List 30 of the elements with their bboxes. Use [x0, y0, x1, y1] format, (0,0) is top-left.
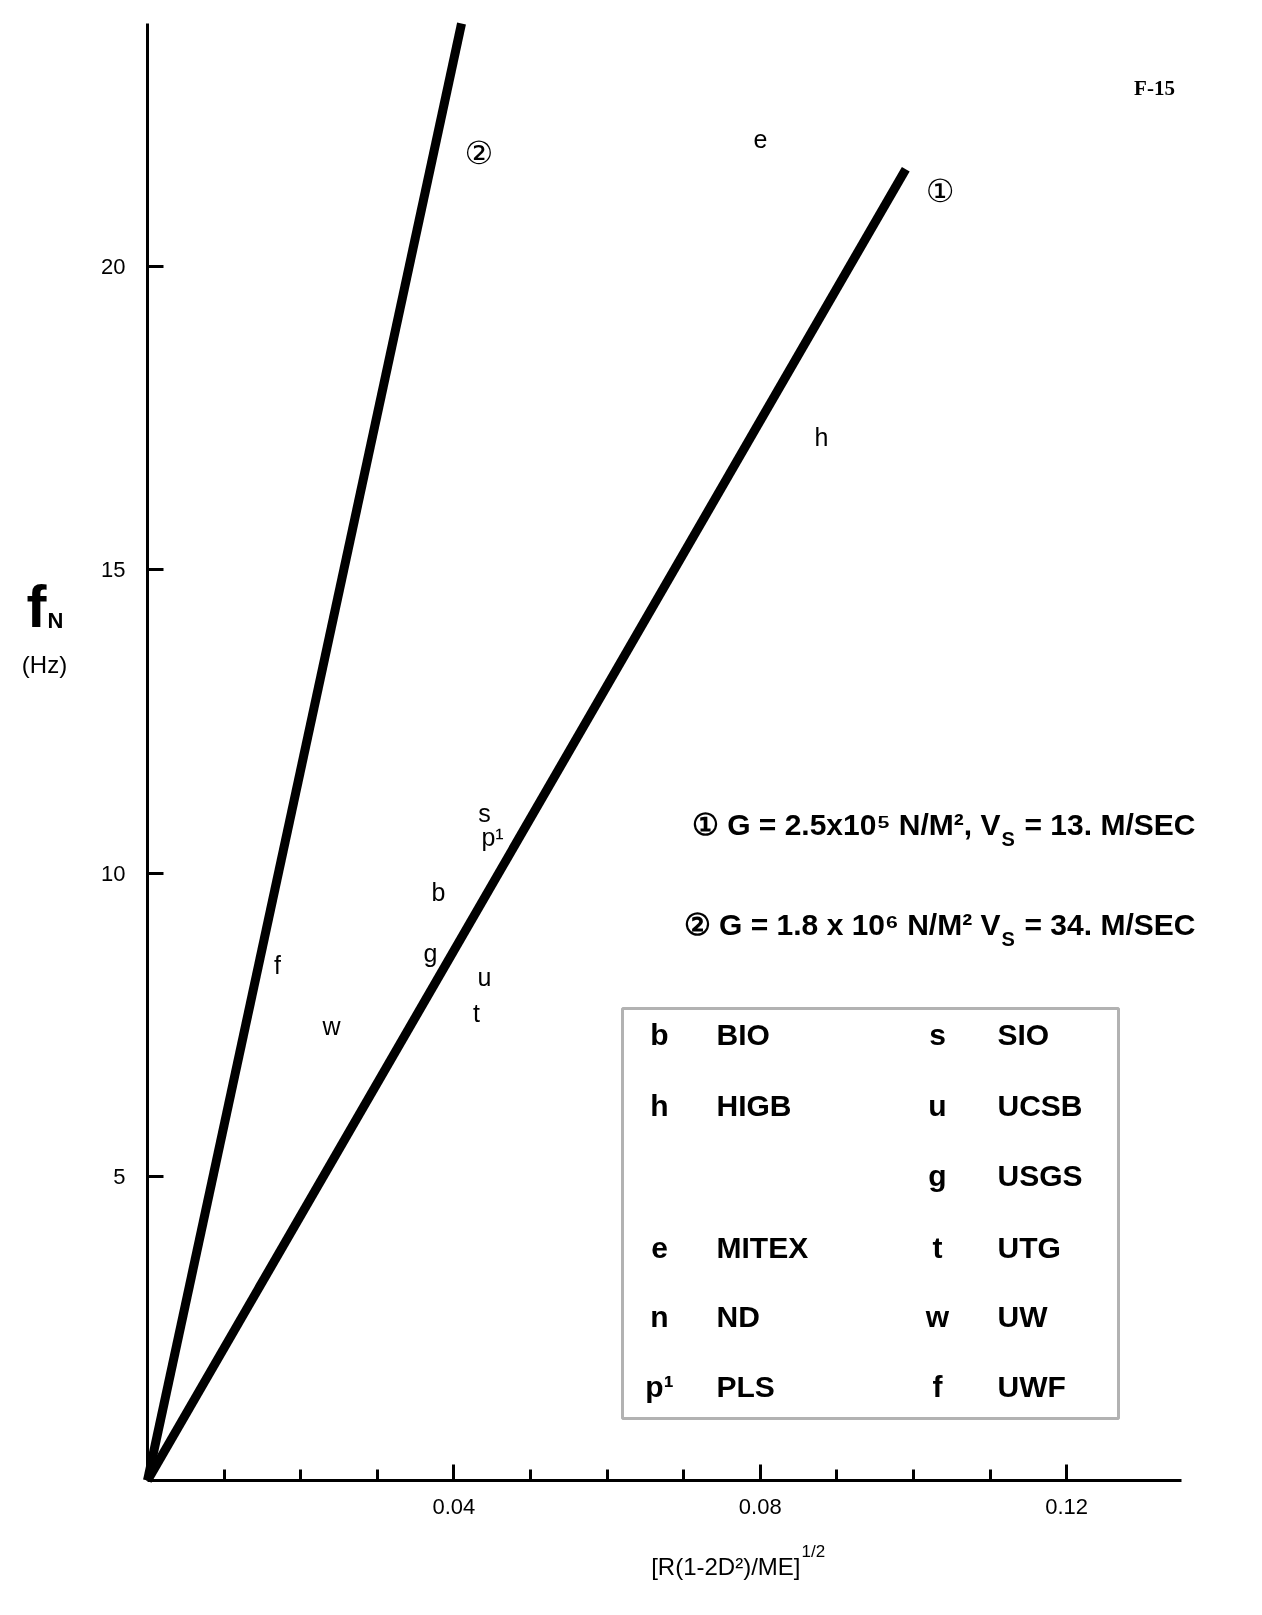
annotation: t [473, 998, 481, 1027]
annotation: e [753, 124, 768, 153]
annotation: f [274, 950, 282, 979]
series-label: ② [464, 133, 494, 172]
text: w UW [925, 1300, 1048, 1333]
text: g USGS [928, 1159, 1083, 1192]
series-label: ① [925, 172, 955, 211]
x-tick-label: 0.04 [432, 1493, 476, 1519]
text: u UCSB [928, 1089, 1083, 1122]
text: p¹ PLS [645, 1370, 775, 1403]
annotation: h [814, 422, 829, 451]
x-tick-label: 0.12 [1045, 1493, 1089, 1519]
text: f UWF [932, 1370, 1066, 1403]
y-tick-label: 10 [101, 860, 126, 886]
annotation: b [431, 877, 446, 906]
text: h HIGB [650, 1089, 792, 1122]
annotation: w [321, 1011, 342, 1040]
text: e MITEX [651, 1230, 809, 1264]
y-tick-label: 20 [101, 253, 126, 279]
text: b BIO [650, 1018, 770, 1051]
y-axis-title: fN (Hz) [21, 573, 68, 678]
y-tick-label: 5 [113, 1164, 126, 1190]
x-tick-label: 0.08 [738, 1493, 782, 1519]
text: s SIO [929, 1018, 1050, 1051]
annotation: F-15 [1134, 75, 1175, 100]
text: t UTG [932, 1231, 1061, 1264]
text: n ND [650, 1300, 760, 1333]
annotation: g [423, 938, 438, 967]
annotation: u [477, 962, 492, 991]
y-tick-label: 15 [101, 557, 126, 583]
